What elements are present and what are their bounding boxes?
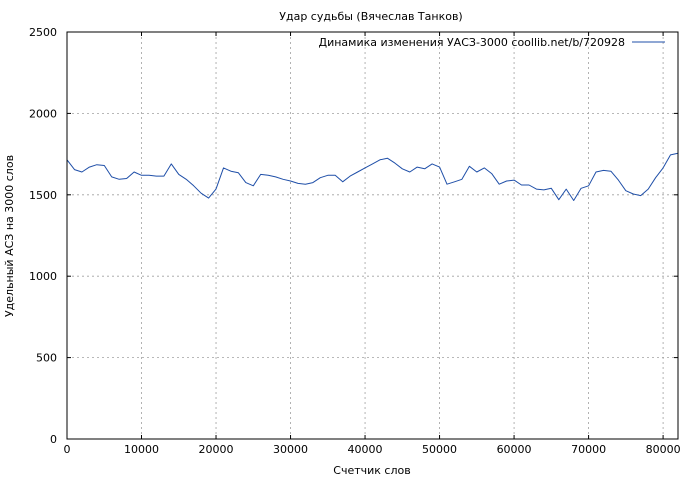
x-tick-label: 0	[64, 443, 71, 456]
series-line-0	[66, 152, 679, 201]
chart-title: Удар судьбы (Вячеслав Танков)	[279, 10, 462, 23]
y-tick-label: 500	[36, 352, 57, 365]
series-layer	[66, 152, 679, 201]
x-tick-label: 70000	[571, 443, 606, 456]
axis-ticks: 0 10000 20000 30000 40000 50000 60000 70000 8000…	[29, 26, 681, 456]
y-tick-label: 2500	[29, 26, 57, 39]
x-tick-label: 40000	[348, 443, 383, 456]
y-axis-label: Удельный АСЗ на 3000 слов	[3, 155, 16, 317]
y-tick-label: 1500	[29, 189, 57, 202]
x-tick-label: 50000	[422, 443, 457, 456]
x-tick-label: 60000	[497, 443, 532, 456]
plot-frame	[66, 31, 679, 440]
y-tick-label: 2000	[29, 107, 57, 120]
x-tick-label: 80000	[646, 443, 681, 456]
legend-label: Динамика изменения УАСЗ-3000 coollib.net…	[319, 36, 626, 49]
x-axis-label: Счетчик слов	[333, 464, 410, 477]
legend: Динамика изменения УАСЗ-3000 coollib.net…	[319, 36, 665, 49]
x-tick-label: 30000	[273, 443, 308, 456]
grid-lines	[67, 32, 678, 439]
y-tick-label: 0	[50, 433, 57, 446]
x-tick-label: 20000	[199, 443, 234, 456]
x-tick-label: 10000	[124, 443, 159, 456]
y-tick-label: 1000	[29, 270, 57, 283]
